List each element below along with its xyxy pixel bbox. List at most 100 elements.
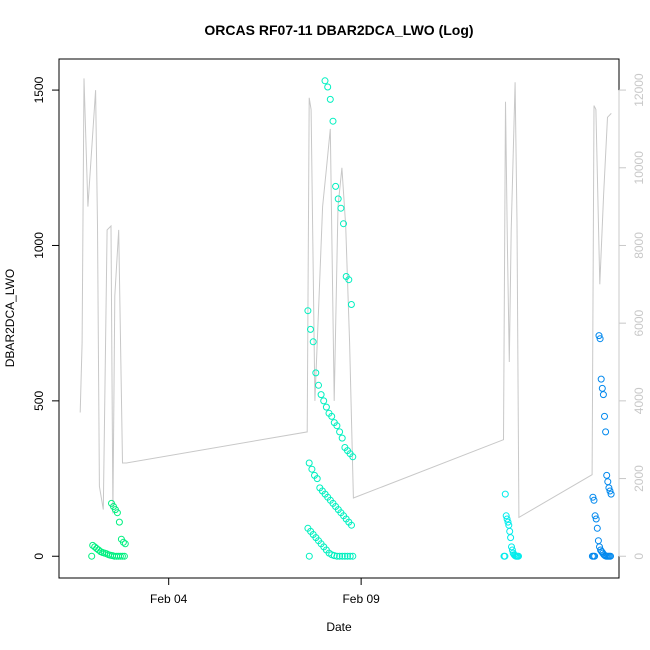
x-axis-label: Date: [326, 620, 352, 634]
data-point: [305, 459, 313, 467]
plot-frame: [58, 58, 620, 579]
x-tick-label: Feb 09: [342, 592, 380, 606]
data-point: [505, 521, 513, 529]
data-point: [509, 549, 517, 557]
data-point: [342, 273, 350, 280]
y2-tick-label: 0: [632, 553, 646, 560]
data-point: [594, 537, 602, 545]
data-point: [337, 204, 345, 212]
data-point: [321, 77, 329, 85]
data-point: [596, 335, 604, 343]
y-tick-label: 1000: [32, 232, 46, 259]
data-point: [88, 552, 96, 560]
data-point: [324, 83, 332, 91]
y2-tick-label: 4000: [632, 387, 646, 414]
y2-tick-label: 6000: [632, 309, 646, 336]
data-point: [598, 384, 606, 392]
data-point: [501, 490, 509, 498]
flight-series-RF09: [500, 490, 522, 560]
data-point: [330, 419, 338, 427]
data-point: [329, 117, 337, 125]
data-point: [589, 493, 597, 501]
data-point: [502, 512, 510, 520]
data-point: [349, 552, 357, 560]
data-point: [309, 338, 317, 346]
data-point: [121, 540, 129, 548]
x-tick-label: Feb 04: [150, 592, 188, 606]
data-point: [508, 543, 515, 551]
data-point: [115, 518, 123, 526]
data-point: [305, 552, 313, 560]
data-point: [592, 515, 600, 523]
data-point: [338, 434, 346, 442]
y-axis-right: 0 2000 4000 6000 8000 10000 12000: [618, 73, 646, 560]
data-point: [334, 195, 342, 203]
data-point: [308, 465, 316, 473]
data-point: [325, 409, 333, 417]
flight-series-RF07: [88, 499, 129, 560]
data-point: [108, 499, 115, 507]
data-point: [599, 391, 607, 399]
data-point: [332, 182, 340, 190]
y-tick-label: 1500: [32, 76, 46, 103]
data-point: [315, 381, 322, 389]
y2-tick-label: 10000: [632, 151, 646, 185]
data-point: [317, 391, 325, 399]
data-point: [312, 369, 320, 377]
data-point: [595, 332, 603, 340]
data-point: [503, 515, 511, 523]
data-point: [316, 484, 324, 492]
data-point: [344, 552, 351, 560]
data-point: [304, 307, 312, 315]
y2-tick-label: 2000: [632, 465, 646, 492]
data-point: [507, 534, 515, 542]
data-point: [508, 546, 516, 554]
chart-title: ORCAS RF07-11 DBAR2DCA_LWO (Log): [204, 22, 473, 38]
data-point: [336, 428, 344, 436]
flight-series-RF11: [588, 332, 615, 560]
data-point: [117, 535, 125, 543]
data-point: [341, 552, 349, 560]
data-point: [311, 471, 318, 479]
data-point: [593, 524, 601, 532]
secondary-series-layer: [79, 78, 612, 519]
x-axis: Feb 04 Feb 09: [150, 578, 380, 606]
data-point: [346, 552, 354, 560]
data-point: [341, 444, 349, 451]
y2-tick-label: 8000: [632, 232, 646, 259]
data-point: [597, 375, 605, 383]
data-point: [347, 301, 355, 308]
data-point: [603, 471, 611, 479]
data-point: [606, 487, 614, 495]
y2-tick-label: 12000: [632, 73, 646, 107]
data-point: [602, 428, 610, 436]
data-point: [607, 490, 615, 498]
data-point: [604, 478, 612, 486]
y-axis-left: 0 500 1000 1500: [32, 76, 60, 560]
data-point: [500, 552, 508, 560]
y-axis-label: DBAR2DCA_LWO: [3, 269, 17, 367]
data-point: [89, 541, 97, 549]
data-point: [597, 546, 605, 554]
data-point: [326, 95, 334, 103]
data-point: [601, 412, 608, 420]
data-point: [307, 325, 314, 333]
data-point: [322, 403, 330, 411]
points-layer: [88, 77, 615, 560]
data-point: [590, 496, 598, 504]
data-point: [588, 552, 596, 560]
data-point: [338, 552, 346, 560]
data-point: [304, 524, 312, 532]
secondary-series-line: [79, 78, 612, 519]
data-point: [591, 512, 599, 520]
data-point: [91, 543, 99, 551]
y-tick-label: 0: [32, 553, 46, 560]
data-point: [340, 220, 347, 228]
y-tick-label: 500: [32, 391, 46, 411]
data-point: [336, 552, 344, 560]
flight-series-RF08: [304, 77, 357, 560]
data-point: [504, 518, 512, 526]
data-point: [506, 527, 514, 535]
data-point: [320, 397, 328, 405]
